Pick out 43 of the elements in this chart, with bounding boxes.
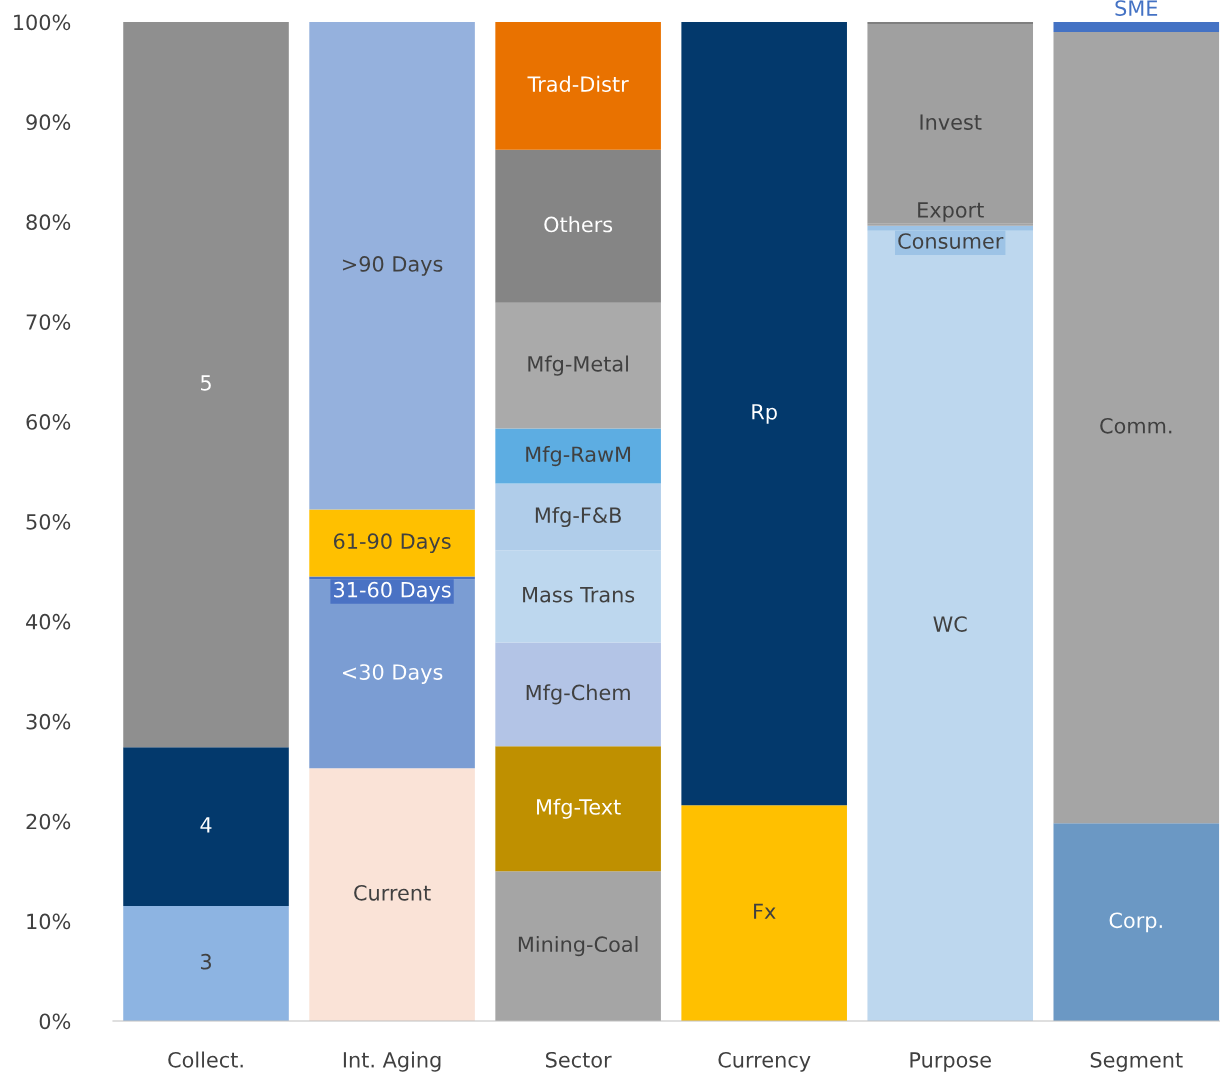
y-tick-label: 70% — [26, 314, 71, 330]
series-label: 4 — [200, 817, 212, 833]
series-label: 5 — [201, 375, 211, 391]
series-label: Current — [354, 884, 431, 901]
y-tick-label: 100% — [14, 14, 71, 31]
y-tick-label: 10% — [27, 913, 71, 930]
y-tick-label: 80% — [26, 214, 71, 231]
series-label: 61-90 Days — [333, 533, 451, 554]
x-tick-label: Purpose — [910, 1052, 991, 1072]
series-label: 3 — [200, 953, 211, 970]
series-label: Mfg-Chem — [526, 684, 630, 705]
x-tick-label: Collect. — [168, 1051, 243, 1068]
series-label: Mfg-F&B — [535, 506, 621, 528]
series-label: Consumer — [898, 233, 1004, 249]
y-tick-label: 30% — [26, 713, 71, 730]
x-tick-label: Sector — [546, 1051, 612, 1068]
series-label: Corp. — [1109, 912, 1162, 933]
y-tick-label: 0% — [39, 1013, 71, 1030]
x-tick-label: Currency — [718, 1051, 811, 1072]
series-label: Mfg-Text — [537, 798, 621, 819]
series-label: Export — [918, 202, 984, 222]
series-label: Rp — [752, 404, 777, 424]
series-label: Mass Trans — [523, 586, 635, 603]
x-tick-label: Int. Aging — [343, 1051, 441, 1072]
series-label: Comm. — [1100, 417, 1172, 434]
y-tick-label: 40% — [26, 613, 71, 630]
series-label: Others — [544, 216, 613, 233]
series-label: SME — [1115, 0, 1158, 16]
x-tick-label: Segment — [1090, 1051, 1183, 1072]
series-label: Trad-Distr — [527, 75, 629, 92]
series-label: Mining-Coal — [518, 935, 638, 957]
y-tick-label: 90% — [26, 114, 71, 131]
y-tick-label: 20% — [26, 813, 71, 830]
series-label: >90 Days — [342, 256, 443, 276]
y-tick-label: 50% — [26, 513, 71, 530]
series-label: Invest — [920, 114, 982, 130]
series-label: Fx — [754, 903, 776, 919]
y-tick-label: 60% — [26, 414, 71, 430]
series-label: 31-60 Days — [334, 581, 451, 602]
series-label: Mfg-Metal — [528, 355, 628, 376]
series-label: WC — [933, 616, 967, 632]
series-label: <30 Days — [342, 664, 443, 684]
series-label: Mfg-RawM — [526, 445, 631, 467]
